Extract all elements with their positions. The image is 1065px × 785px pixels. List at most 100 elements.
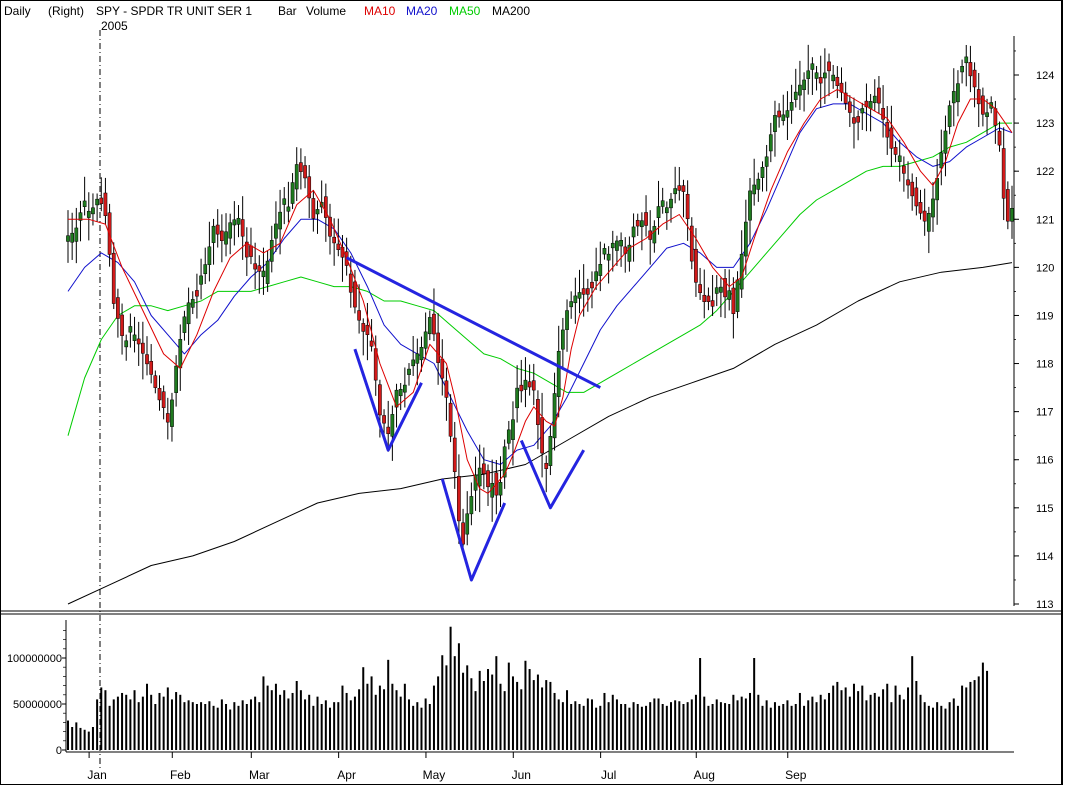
candle-up bbox=[768, 134, 773, 152]
candle-up bbox=[74, 227, 79, 242]
ma20-layer bbox=[67, 103, 1013, 465]
volume-bar bbox=[694, 694, 697, 750]
candle-up bbox=[744, 221, 748, 257]
volume-bar bbox=[491, 674, 494, 750]
volume-bar bbox=[328, 707, 331, 750]
candle-down bbox=[432, 313, 436, 335]
price-tick-label: 123 bbox=[1036, 118, 1054, 130]
volume-bar bbox=[183, 702, 186, 750]
ma200-line bbox=[67, 262, 1013, 605]
volume-bar bbox=[478, 670, 481, 750]
volume-bar bbox=[133, 690, 136, 750]
period-label: Daily bbox=[4, 4, 31, 18]
volume-label: Volume bbox=[306, 4, 346, 18]
volume-bar bbox=[832, 685, 835, 750]
month-label: Feb bbox=[170, 768, 191, 782]
volume-tick-label: 100000000 bbox=[7, 653, 62, 665]
candle-up bbox=[207, 246, 212, 265]
candle-up bbox=[727, 290, 732, 300]
volume-bar bbox=[408, 699, 411, 750]
volume-bar bbox=[495, 656, 498, 750]
volume-bar bbox=[399, 696, 402, 750]
legend-ma200: MA200 bbox=[492, 4, 530, 18]
volume-bar bbox=[570, 704, 573, 750]
candle-up bbox=[477, 467, 482, 487]
volume-bar bbox=[266, 685, 269, 750]
candle-up bbox=[831, 74, 836, 82]
candle-down bbox=[99, 197, 104, 204]
chart-legend: Daily (Right) SPY - SPDR TR UNIT SER 1 B… bbox=[4, 4, 530, 33]
candle-down bbox=[906, 179, 910, 186]
candle-down bbox=[332, 236, 336, 244]
price-tick-label: 115 bbox=[1036, 503, 1054, 515]
volume-bar bbox=[919, 694, 922, 750]
volume-bar bbox=[316, 696, 319, 750]
candle-up bbox=[872, 95, 877, 104]
volume-bar bbox=[986, 670, 989, 750]
candle-up bbox=[82, 200, 87, 207]
volume-bar bbox=[362, 667, 365, 750]
volume-bar bbox=[308, 694, 311, 750]
year-marker-label: 2005 bbox=[101, 19, 128, 33]
candle-up bbox=[719, 286, 723, 293]
volume-bar bbox=[441, 655, 444, 750]
candle-up bbox=[552, 393, 557, 439]
volume-bar bbox=[470, 678, 473, 750]
volume-bar bbox=[561, 702, 564, 750]
candle-down bbox=[852, 117, 856, 124]
candle-down bbox=[777, 110, 781, 118]
price-tick-group: 113 114 115 116 117 118 119 120 121 122 123 124 bbox=[1014, 50, 1054, 611]
volume-bar bbox=[295, 681, 298, 750]
month-label: Jan bbox=[87, 768, 106, 782]
volume-bar bbox=[511, 676, 514, 750]
volume-bar bbox=[778, 705, 781, 750]
candle-up bbox=[294, 164, 299, 190]
candle-up bbox=[1010, 208, 1014, 222]
volume-bar bbox=[333, 702, 336, 750]
volume-bar bbox=[225, 704, 228, 750]
candle-up bbox=[960, 66, 964, 73]
volume-bar bbox=[890, 702, 893, 750]
volume-bar bbox=[195, 704, 198, 750]
volume-tick-label: 0 bbox=[56, 745, 62, 757]
neckline-trendline bbox=[345, 256, 601, 389]
ma10-layer bbox=[68, 88, 1013, 494]
volume-bar bbox=[254, 696, 257, 750]
volume-bar bbox=[886, 683, 889, 750]
volume-bar bbox=[432, 685, 435, 750]
volume-bar bbox=[274, 683, 277, 750]
volume-bar bbox=[798, 692, 801, 750]
price-tick-label: 120 bbox=[1036, 262, 1054, 274]
price-tick-label: 118 bbox=[1036, 359, 1054, 371]
candle-up bbox=[398, 389, 403, 397]
volume-bar bbox=[973, 680, 976, 750]
volume-bar bbox=[79, 727, 82, 750]
candle-down bbox=[877, 87, 881, 104]
volume-bar bbox=[620, 704, 623, 750]
candle-down bbox=[328, 216, 332, 237]
volume-bar bbox=[162, 696, 165, 750]
candle-up bbox=[868, 101, 873, 109]
candle-up bbox=[86, 210, 91, 218]
candle-down bbox=[531, 380, 536, 391]
volume-bar bbox=[977, 676, 980, 750]
candle-up bbox=[985, 112, 989, 117]
volume-bar bbox=[83, 729, 86, 750]
volume-bar bbox=[337, 702, 340, 750]
volume-bar bbox=[71, 727, 74, 750]
volume-bar bbox=[116, 696, 119, 750]
candle-up bbox=[793, 91, 798, 100]
volume-bar bbox=[536, 674, 539, 750]
candle-down bbox=[348, 273, 353, 293]
candle-down bbox=[220, 230, 224, 241]
left-shoulder-v bbox=[353, 348, 423, 452]
volume-bar bbox=[865, 700, 868, 750]
candle-up bbox=[78, 212, 83, 221]
candle-down bbox=[299, 162, 303, 172]
candle-down bbox=[120, 314, 124, 336]
volume-bar bbox=[873, 692, 876, 750]
candle-up bbox=[673, 188, 678, 195]
candle-up bbox=[506, 429, 511, 444]
volume-bar bbox=[249, 699, 252, 750]
candle-up bbox=[573, 295, 578, 304]
